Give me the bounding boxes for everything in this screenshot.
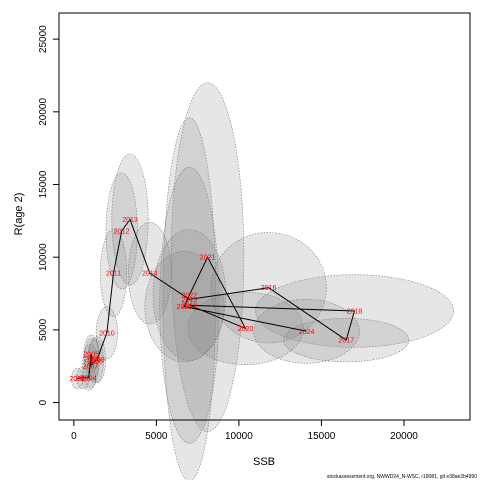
year-label-2014: 2014 <box>142 271 158 278</box>
footnote: stockassessment.org, NWWD24_N-WSC, r1808… <box>327 474 477 480</box>
year-label-2024: 2024 <box>299 329 315 336</box>
year-label-2005: 2005 <box>83 351 99 358</box>
x-axis-title: SSB <box>253 456 275 468</box>
year-label-2019: 2019 <box>182 303 198 310</box>
y-tick-label-20000: 20000 <box>38 98 49 126</box>
year-label-2002: 2002 <box>69 376 85 383</box>
year-label-2008: 2008 <box>88 359 104 366</box>
year-label-2007: 2007 <box>83 364 99 371</box>
year-label-2006: 2006 <box>84 356 100 363</box>
x-tick-label-10000: 10000 <box>225 431 253 442</box>
year-label-2022: 2022 <box>182 293 198 300</box>
year-label-2004: 2004 <box>81 375 97 382</box>
year-label-2013: 2013 <box>122 217 138 224</box>
time-series-path <box>77 218 356 380</box>
year-label-2015: 2015 <box>182 297 198 304</box>
year-label-2023: 2023 <box>177 304 193 311</box>
y-tick-label-15000: 15000 <box>38 170 49 198</box>
x-tick-label-15000: 15000 <box>308 431 336 442</box>
year-label-2011: 2011 <box>106 271 121 278</box>
year-label-2020: 2020 <box>238 326 254 333</box>
year-label-2021: 2021 <box>200 255 216 262</box>
trajectory-line <box>77 218 356 380</box>
year-label-2010: 2010 <box>99 330 115 337</box>
y-tick-label-5000: 5000 <box>38 318 49 341</box>
year-label-2003: 2003 <box>75 375 91 382</box>
y-tick-label-25000: 25000 <box>38 25 49 53</box>
x-tick-label-20000: 20000 <box>390 431 418 442</box>
y-axis: 0 5000 10000 15000 20000 25000 <box>38 25 60 405</box>
year-label-2012: 2012 <box>114 229 130 236</box>
y-tick-label-10000: 10000 <box>38 243 49 271</box>
year-label-2016: 2016 <box>261 285 277 292</box>
y-axis-title: R(age 2) <box>13 193 25 236</box>
x-tick-label-0: 0 <box>71 431 77 442</box>
year-label-2009: 2009 <box>89 357 105 364</box>
year-label-2018: 2018 <box>347 309 363 316</box>
x-axis: 0 5000 10000 15000 20000 <box>71 419 418 442</box>
x-tick-label-5000: 5000 <box>145 431 168 442</box>
year-label-2017: 2017 <box>338 338 354 345</box>
y-tick-label-0: 0 <box>38 399 49 405</box>
